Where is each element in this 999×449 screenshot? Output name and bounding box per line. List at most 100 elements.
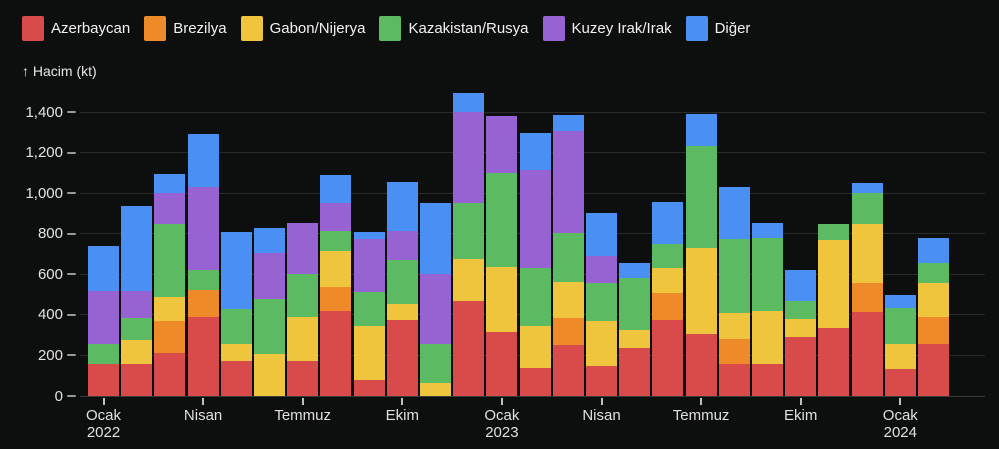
bar-segment-kazakistan-rusya[interactable] (884, 307, 916, 345)
bar-segment-brezilya[interactable] (320, 287, 352, 311)
bar-segment-kazakistan-rusya[interactable] (121, 317, 153, 341)
bar-segment-gabon-nijerya[interactable] (552, 282, 584, 318)
bar-segment-azerbaycan[interactable] (586, 365, 617, 396)
bar-segment-azerbaycan[interactable] (918, 344, 949, 396)
bar-segment-brezilya[interactable] (718, 339, 750, 364)
bar-segment-diger[interactable] (254, 227, 285, 253)
bar-segment-kuzey-irak-irak[interactable] (519, 169, 551, 269)
bar-segment-gabon-nijerya[interactable] (586, 320, 617, 366)
bar-segment-kazakistan-rusya[interactable] (586, 283, 617, 321)
bar-segment-azerbaycan[interactable] (619, 348, 651, 396)
legend-item-azerbaycan[interactable]: Azerbaycan (22, 16, 130, 41)
bar-segment-kazakistan-rusya[interactable] (752, 237, 783, 311)
bar-segment-kazakistan-rusya[interactable] (187, 270, 219, 290)
bar-segment-kazakistan-rusya[interactable] (154, 223, 186, 297)
bar-segment-kuzey-irak-irak[interactable] (552, 131, 584, 233)
bar-segment-kuzey-irak-irak[interactable] (486, 116, 518, 173)
legend-item-kuzey-irak-irak[interactable]: Kuzey Irak/Irak (542, 16, 672, 41)
bar-segment-gabon-nijerya[interactable] (320, 250, 352, 288)
bar-segment-kazakistan-rusya[interactable] (386, 260, 418, 304)
bar-segment-kazakistan-rusya[interactable] (453, 203, 485, 260)
bar-segment-gabon-nijerya[interactable] (453, 259, 485, 301)
bar-segment-gabon-nijerya[interactable] (918, 283, 949, 317)
bar-segment-diger[interactable] (519, 133, 551, 170)
bar-segment-azerbaycan[interactable] (88, 363, 119, 396)
bar-segment-kuzey-irak-irak[interactable] (254, 253, 285, 299)
legend-item-gabon-nijerya[interactable]: Gabon/Nijerya (240, 16, 365, 41)
bar-segment-kuzey-irak-irak[interactable] (353, 238, 385, 292)
bar-segment-azerbaycan[interactable] (220, 360, 252, 396)
bar-segment-gabon-nijerya[interactable] (818, 239, 850, 329)
bar-segment-gabon-nijerya[interactable] (220, 344, 252, 361)
bar-segment-diger[interactable] (420, 203, 451, 275)
bar-segment-kuzey-irak-irak[interactable] (386, 230, 418, 261)
bar-segment-kazakistan-rusya[interactable] (287, 274, 319, 317)
bar-segment-gabon-nijerya[interactable] (287, 316, 319, 361)
bar-segment-kazakistan-rusya[interactable] (851, 193, 883, 224)
bar-segment-kazakistan-rusya[interactable] (320, 230, 352, 251)
bar-segment-diger[interactable] (88, 245, 119, 291)
bar-segment-kuzey-irak-irak[interactable] (187, 187, 219, 271)
bar-segment-brezilya[interactable] (851, 283, 883, 312)
bar-segment-kazakistan-rusya[interactable] (353, 291, 385, 327)
bar-segment-kuzey-irak-irak[interactable] (287, 222, 319, 275)
bar-segment-diger[interactable] (586, 213, 617, 257)
bar-segment-kuzey-irak-irak[interactable] (420, 274, 451, 345)
bar-segment-brezilya[interactable] (918, 316, 949, 345)
bar-segment-diger[interactable] (785, 270, 817, 301)
legend-item-kazakistan-rusya[interactable]: Kazakistan/Rusya (379, 16, 529, 41)
bar-segment-kazakistan-rusya[interactable] (420, 344, 451, 383)
bar-segment-brezilya[interactable] (187, 289, 219, 317)
legend-item-brezilya[interactable]: Brezilya (144, 16, 227, 41)
bar-segment-gabon-nijerya[interactable] (619, 330, 651, 349)
bar-segment-gabon-nijerya[interactable] (254, 354, 285, 396)
bar-segment-kazakistan-rusya[interactable] (818, 223, 850, 240)
bar-segment-gabon-nijerya[interactable] (486, 267, 518, 333)
bar-segment-kuzey-irak-irak[interactable] (320, 203, 352, 231)
bar-segment-kazakistan-rusya[interactable] (619, 278, 651, 331)
bar-segment-gabon-nijerya[interactable] (652, 268, 684, 293)
bar-segment-azerbaycan[interactable] (718, 363, 750, 396)
bar-segment-kazakistan-rusya[interactable] (718, 238, 750, 313)
bar-segment-gabon-nijerya[interactable] (121, 340, 153, 364)
bar-segment-azerbaycan[interactable] (652, 319, 684, 396)
bar-segment-gabon-nijerya[interactable] (386, 303, 418, 320)
bar-segment-diger[interactable] (187, 134, 219, 188)
bar-segment-diger[interactable] (552, 115, 584, 132)
bar-segment-brezilya[interactable] (154, 320, 186, 354)
bar-segment-gabon-nijerya[interactable] (718, 312, 750, 340)
bar-segment-azerbaycan[interactable] (752, 363, 783, 396)
bar-segment-diger[interactable] (884, 294, 916, 308)
bar-segment-gabon-nijerya[interactable] (154, 296, 186, 321)
bar-segment-azerbaycan[interactable] (320, 310, 352, 396)
bar-segment-kazakistan-rusya[interactable] (918, 263, 949, 284)
bar-segment-diger[interactable] (851, 183, 883, 194)
bar-segment-azerbaycan[interactable] (353, 379, 385, 396)
legend-item-diger[interactable]: Diğer (685, 16, 750, 41)
bar-segment-brezilya[interactable] (552, 317, 584, 346)
bar-segment-gabon-nijerya[interactable] (851, 223, 883, 284)
bar-segment-kazakistan-rusya[interactable] (486, 172, 518, 268)
bar-segment-azerbaycan[interactable] (851, 311, 883, 396)
bar-segment-diger[interactable] (320, 174, 352, 204)
bar-segment-azerbaycan[interactable] (552, 345, 584, 396)
bar-segment-kazakistan-rusya[interactable] (552, 232, 584, 283)
bar-segment-gabon-nijerya[interactable] (353, 326, 385, 380)
bar-segment-azerbaycan[interactable] (154, 353, 186, 396)
bar-segment-gabon-nijerya[interactable] (752, 310, 783, 364)
bar-segment-diger[interactable] (453, 92, 485, 113)
bar-segment-gabon-nijerya[interactable] (420, 382, 451, 396)
bar-segment-azerbaycan[interactable] (884, 368, 916, 396)
bar-segment-diger[interactable] (154, 173, 186, 194)
bar-segment-diger[interactable] (220, 231, 252, 309)
bar-segment-kazakistan-rusya[interactable] (652, 243, 684, 269)
bar-segment-kuzey-irak-irak[interactable] (453, 112, 485, 204)
bar-segment-azerbaycan[interactable] (519, 367, 551, 396)
bar-segment-diger[interactable] (752, 222, 783, 238)
bar-segment-azerbaycan[interactable] (486, 332, 518, 396)
bar-segment-azerbaycan[interactable] (785, 337, 817, 396)
bar-segment-azerbaycan[interactable] (453, 300, 485, 396)
bar-segment-diger[interactable] (652, 202, 684, 244)
bar-segment-azerbaycan[interactable] (121, 363, 153, 396)
bar-segment-kazakistan-rusya[interactable] (88, 344, 119, 364)
